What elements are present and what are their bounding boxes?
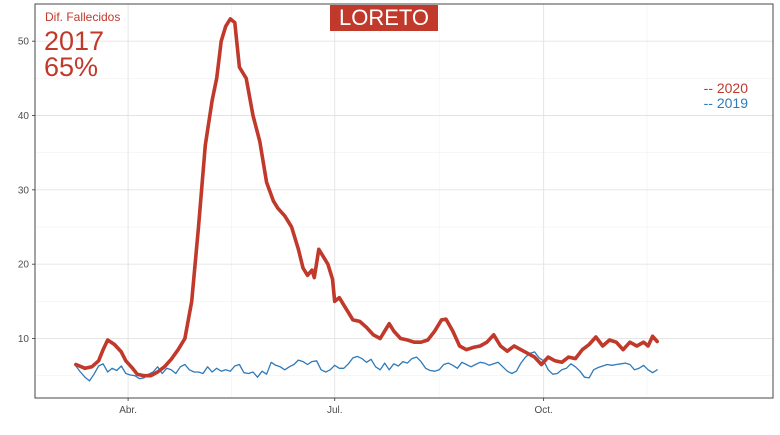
legend-item-2019: -- 2019 bbox=[703, 95, 748, 111]
y-tick-label: 20 bbox=[18, 260, 30, 271]
series-layer bbox=[74, 17, 659, 382]
x-tick-label: Abr. bbox=[119, 405, 137, 416]
legend: -- 2020 -- 2019 bbox=[704, 81, 748, 111]
minor-grid bbox=[35, 4, 773, 398]
y-tick-label: 40 bbox=[18, 111, 30, 122]
y-tick-label: 50 bbox=[18, 37, 30, 48]
series-line-2020 bbox=[74, 17, 659, 378]
annotation-year: 2017 bbox=[44, 26, 105, 56]
series-line-2019 bbox=[75, 351, 658, 382]
plot-border bbox=[34, 3, 774, 399]
annotation-label: Dif. Fallecidos bbox=[45, 10, 121, 24]
x-axis-ticks: Abr. Jul. Oct. bbox=[119, 398, 553, 416]
y-tick-label: 30 bbox=[18, 185, 30, 196]
x-tick-label: Jul. bbox=[327, 405, 343, 416]
y-axis-ticks: 10 20 30 40 50 bbox=[18, 37, 35, 345]
y-tick-label: 10 bbox=[18, 334, 30, 345]
legend-item-2020: -- 2020 bbox=[703, 80, 748, 96]
axes bbox=[34, 3, 774, 399]
annotation-percent: 65% bbox=[44, 52, 99, 82]
x-tick-label: Oct. bbox=[534, 405, 552, 416]
chart-title: LORETO bbox=[330, 5, 438, 31]
